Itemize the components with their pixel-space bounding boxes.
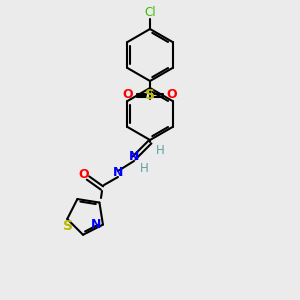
Text: S: S: [145, 88, 155, 102]
Text: N: N: [129, 149, 139, 163]
Text: H: H: [140, 161, 148, 175]
Text: O: O: [79, 167, 89, 181]
Text: N: N: [113, 166, 123, 178]
Text: O: O: [123, 88, 133, 101]
Text: H: H: [156, 143, 164, 157]
Text: O: O: [167, 88, 177, 101]
Text: S: S: [63, 219, 73, 233]
Text: N: N: [91, 218, 101, 231]
Text: Cl: Cl: [144, 5, 156, 19]
